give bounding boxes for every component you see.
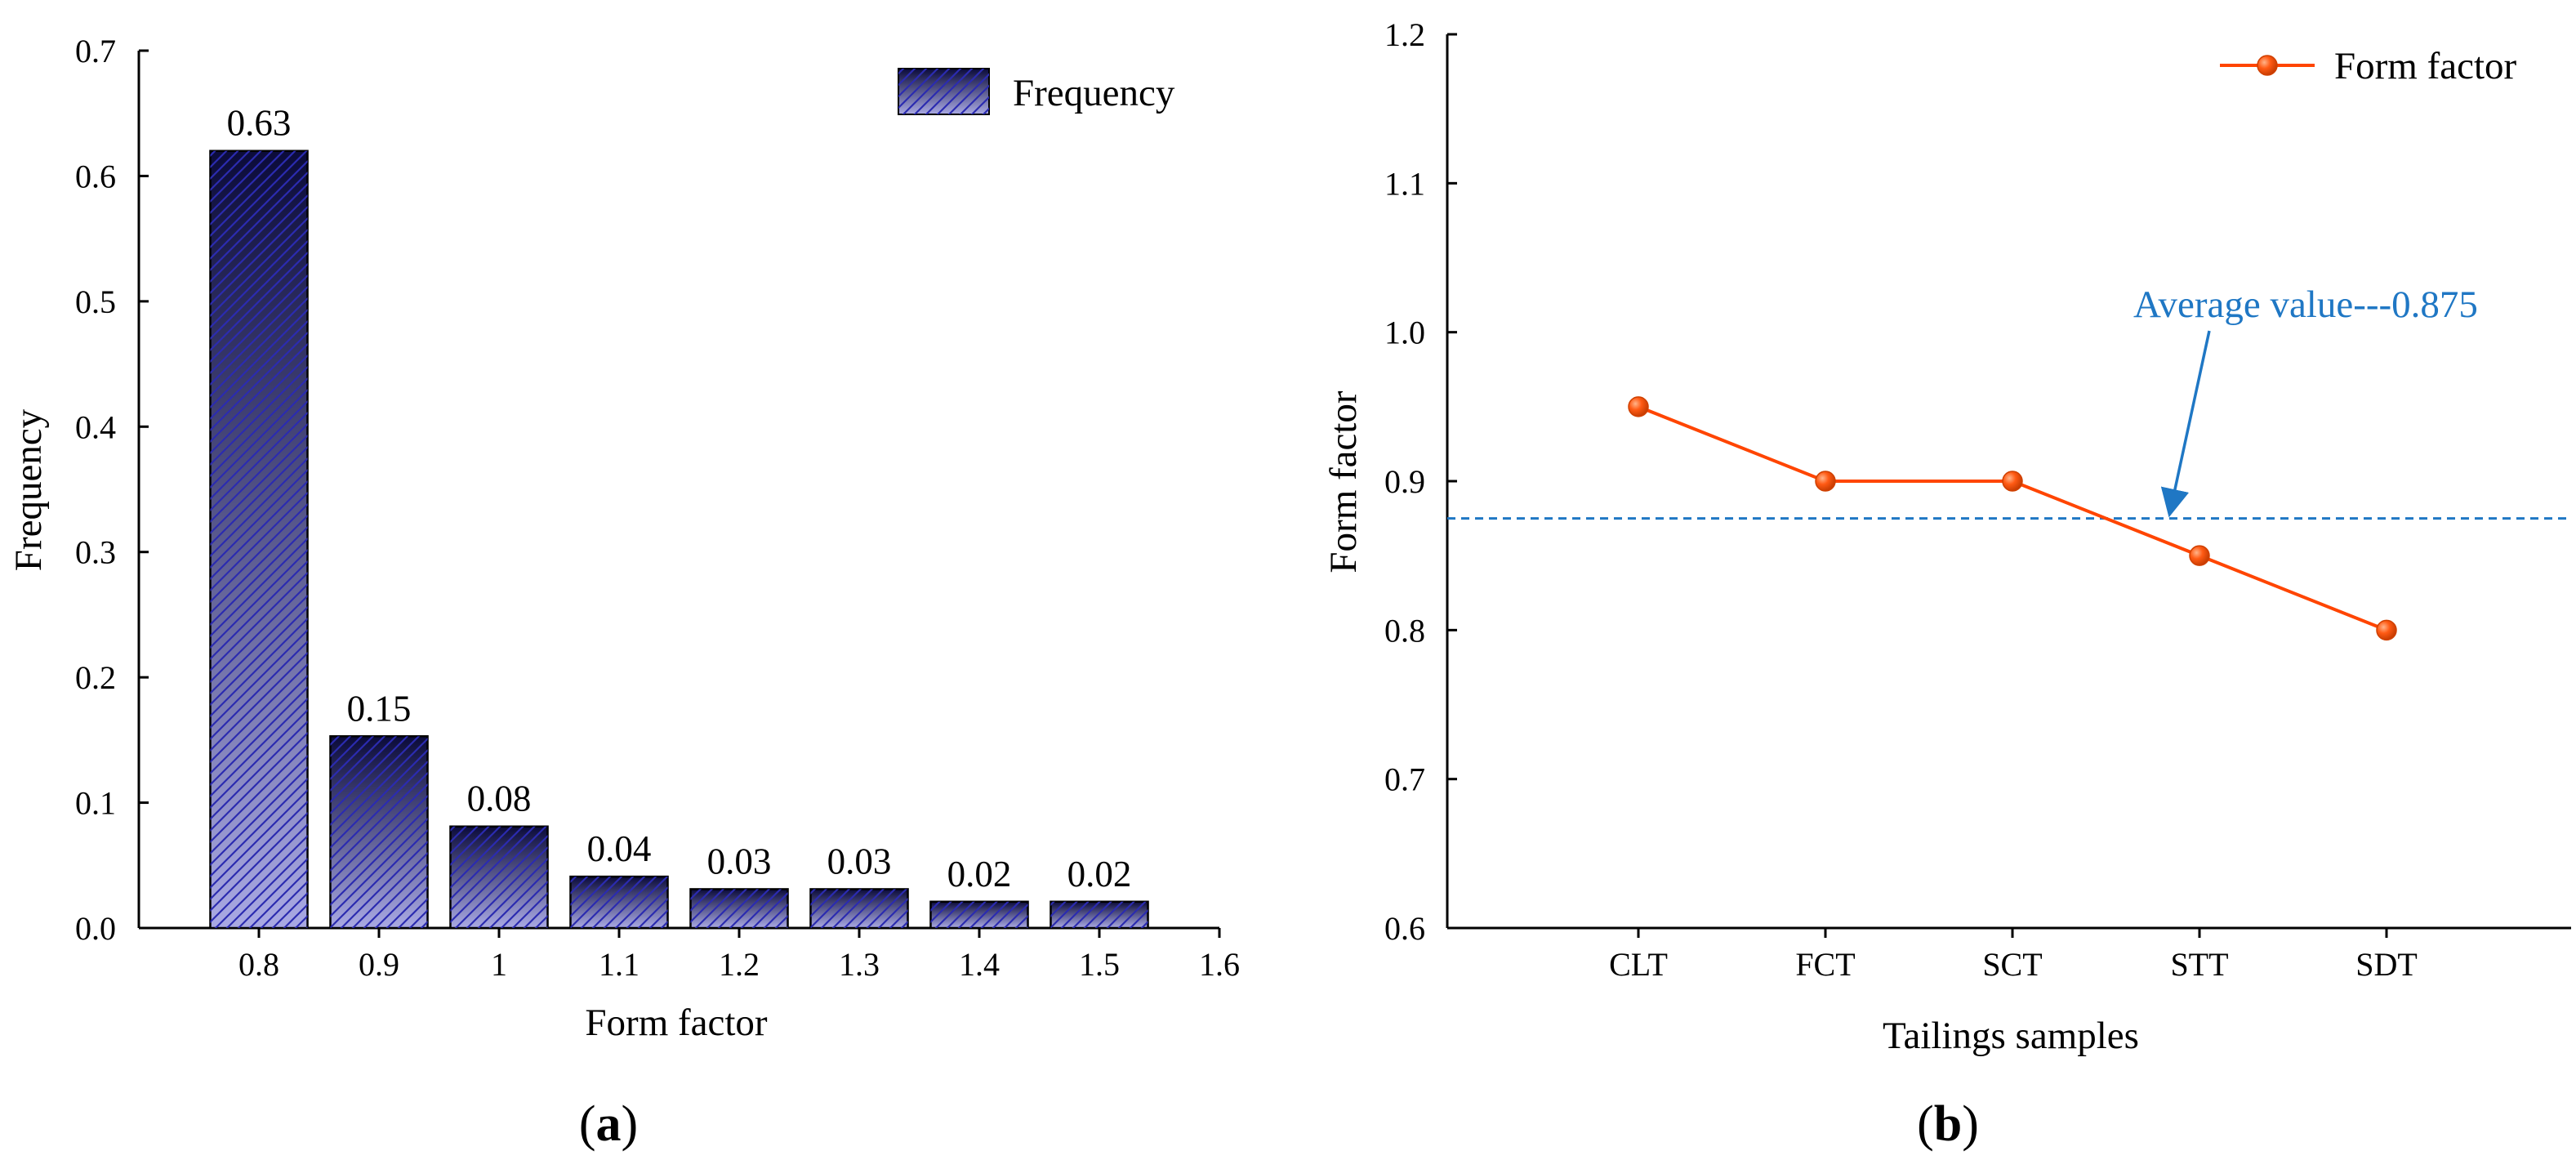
chart-a-x-tick-label: 1.5 — [1079, 946, 1120, 983]
chart-b-y-tick-label: 0.9 — [1384, 463, 1425, 500]
chart-a-bar-hatch — [690, 889, 788, 928]
chart-b-x-axis-label: Tailings samples — [1883, 1015, 2139, 1057]
chart-a-bar-hatch — [570, 877, 668, 928]
chart-b-y-axis-label: Form factor — [1322, 390, 1365, 573]
chart-a-bar-hatch — [1050, 901, 1148, 928]
chart-a-y-tick-label: 0.4 — [75, 408, 116, 445]
chart-a-y-tick-label: 0.6 — [75, 158, 116, 194]
chart-b-x-ticks: CLT FCT SCT STT SDT — [1609, 928, 2418, 983]
chart-a-data-label: 0.63 — [227, 103, 292, 144]
chart-a-x-tick-label: 0.9 — [359, 946, 399, 983]
chart-a-x-axis-label: Form factor — [585, 1002, 768, 1044]
chart-a-y-tick-label: 0.3 — [75, 534, 116, 571]
chart-a-data-label: 0.03 — [827, 841, 892, 881]
chart-b-point — [1628, 396, 1649, 417]
chart-b-y-tick-label: 1.1 — [1384, 165, 1425, 202]
chart-a-panel-label: (a) — [579, 1096, 638, 1152]
chart-b-average-arrow — [2160, 330, 2211, 518]
chart-a-x-tick-label: 1.3 — [839, 946, 880, 983]
chart-a-y-tick-label: 0.7 — [75, 33, 116, 69]
chart-b-reference: Average value---0.875 — [1447, 283, 2571, 520]
chart-a-bar-hatch — [810, 889, 908, 928]
chart-b-point — [1815, 471, 1836, 492]
chart-a-bar-hatch — [330, 736, 428, 928]
chart-b-legend: Form factor — [2220, 45, 2517, 87]
chart-a-data-label: 0.15 — [347, 688, 412, 729]
chart-b-y-tick-label: 0.7 — [1384, 761, 1425, 798]
chart-a-x-tick-label: 1.1 — [599, 946, 640, 983]
chart-a-data-label: 0.03 — [707, 841, 772, 881]
chart-a-x-tick-label: 1.4 — [959, 946, 1000, 983]
chart-a-x-tick-label: 1 — [491, 946, 507, 983]
chart-a-bars — [209, 149, 1149, 930]
chart-b-point — [2376, 619, 2397, 641]
chart-a-y-tick-label: 0.5 — [75, 283, 116, 320]
chart-a-data-label: 0.02 — [1067, 854, 1132, 895]
chart-b-legend-marker — [2257, 55, 2278, 76]
chart-a-x-tick-label: 0.8 — [238, 946, 279, 983]
chart-a-legend-label: Frequency — [1013, 72, 1175, 114]
chart-b-y-tick-label: 1.2 — [1384, 16, 1425, 53]
chart-b-average-label: Average value---0.875 — [2133, 283, 2478, 326]
chart-b-point — [2189, 545, 2210, 566]
chart-a-y-tick-label: 0.2 — [75, 659, 116, 696]
chart-a-legend: Frequency — [898, 68, 1175, 115]
chart-a-y-tick-label: 0.1 — [75, 785, 116, 822]
chart-a-y-axis-label: Frequency — [7, 408, 50, 571]
chart-b-x-tick-label: STT — [2170, 946, 2228, 983]
chart-b-x-tick-label: SDT — [2355, 946, 2418, 983]
chart-b: 0.6 0.7 0.8 0.9 1.0 1.1 1.2 CLT FCT SCT STT SDT Av… — [1322, 16, 2571, 1152]
chart-a-data-label: 0.02 — [947, 854, 1012, 895]
chart-a-y-tick-label: 0.0 — [75, 910, 116, 947]
chart-b-series — [1628, 396, 2397, 641]
chart-a-y-ticks: 0.0 0.1 0.2 0.3 0.4 0.5 0.6 0.7 — [75, 33, 149, 947]
chart-b-point — [2002, 471, 2023, 492]
chart-a-legend-swatch-hatch — [898, 69, 989, 114]
chart-b-x-tick-label: SCT — [1982, 946, 2042, 983]
chart-b-x-tick-label: CLT — [1609, 946, 1668, 983]
chart-a-bar-hatch — [210, 150, 308, 928]
chart-a-data-label: 0.08 — [467, 779, 532, 819]
chart-a-x-ticks: 0.8 0.9 1 1.1 1.2 1.3 1.4 1.5 1.6 — [238, 928, 1240, 983]
chart-b-x-tick-label: FCT — [1795, 946, 1855, 983]
chart-a-x-tick-label: 1.6 — [1199, 946, 1240, 983]
chart-a-bar-hatch — [450, 826, 548, 928]
chart-b-y-ticks: 0.6 0.7 0.8 0.9 1.0 1.1 1.2 — [1384, 16, 1457, 947]
chart-b-y-tick-label: 1.0 — [1384, 315, 1425, 351]
chart-b-legend-label: Form factor — [2334, 45, 2517, 87]
chart-a-axes — [137, 51, 1219, 930]
chart-a-data-label: 0.04 — [587, 828, 652, 869]
chart-b-panel-label: (b) — [1917, 1096, 1979, 1152]
chart-b-y-tick-label: 0.6 — [1384, 910, 1425, 947]
chart-a-x-tick-label: 1.2 — [719, 946, 760, 983]
chart-a-data-labels: 0.63 0.15 0.08 0.04 0.03 0.03 0.02 0.02 — [227, 103, 1132, 895]
chart-b-y-tick-label: 0.8 — [1384, 612, 1425, 649]
chart-a-bar-hatch — [930, 901, 1028, 928]
chart-a: 0.0 0.1 0.2 0.3 0.4 0.5 0.6 0.7 0.8 0.9 1 1.1 1.2 1.… — [7, 33, 1240, 1152]
